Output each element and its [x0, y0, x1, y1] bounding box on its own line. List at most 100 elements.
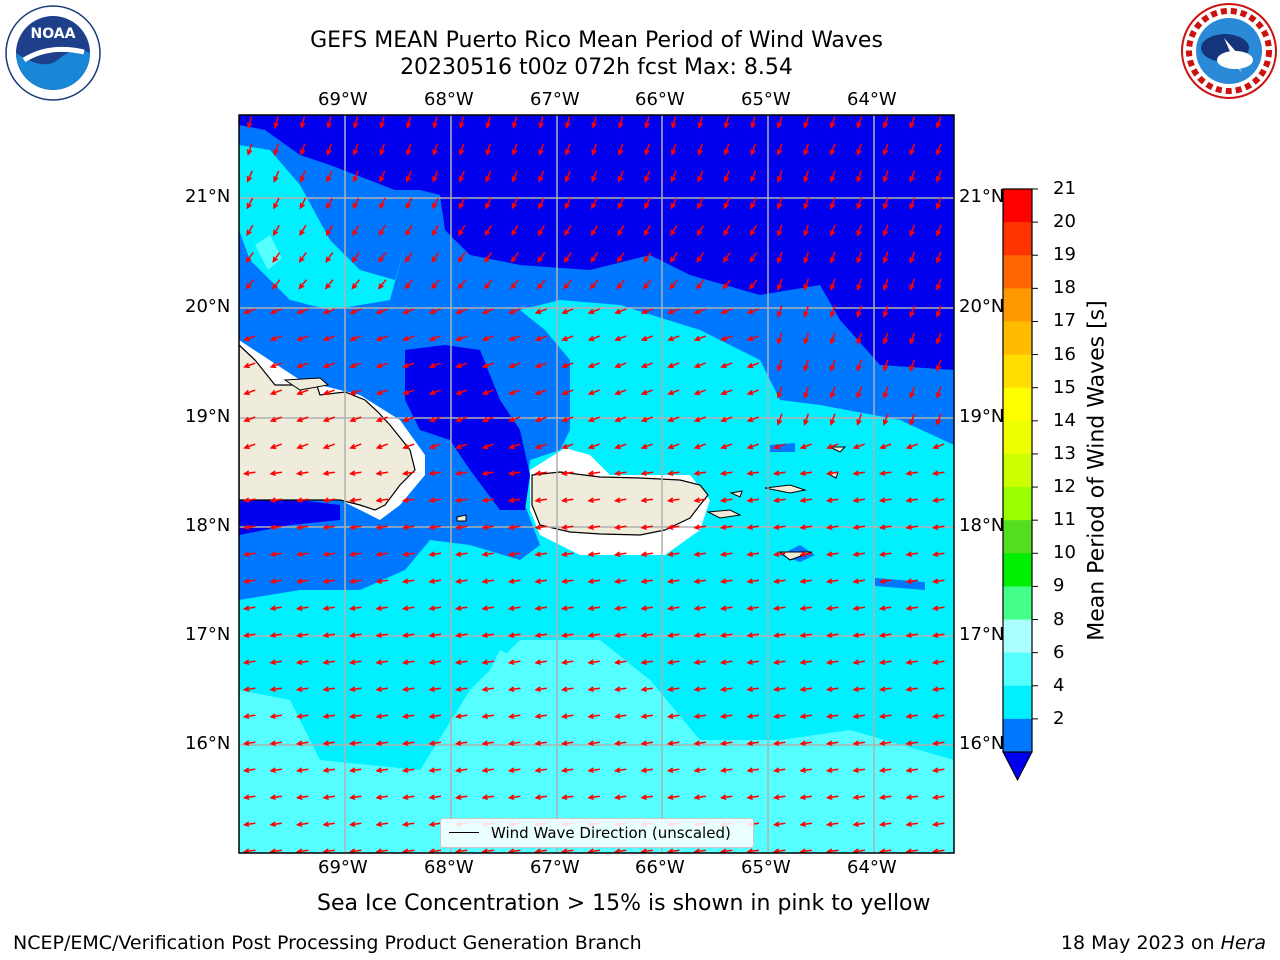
- colorbar-label: Mean Period of Wind Waves [s]: [1084, 300, 1110, 641]
- wind-arrow: [617, 197, 625, 210]
- wind-arrow: [878, 713, 892, 720]
- wind-arrow: [852, 686, 866, 693]
- wind-arrow: [587, 470, 601, 477]
- wind-arrow: [560, 524, 574, 531]
- wind-arrow: [560, 659, 574, 666]
- wind-arrow: [772, 524, 786, 531]
- wind-arrow: [269, 389, 282, 396]
- wind-arrow: [454, 524, 468, 531]
- wind-arrow: [428, 551, 442, 558]
- wind-arrow: [666, 767, 680, 774]
- wind-arrow: [507, 524, 521, 531]
- wind-arrow: [856, 116, 863, 129]
- wind-arrow: [242, 632, 256, 639]
- wind-arrow: [405, 143, 412, 156]
- wind-arrow: [511, 143, 518, 156]
- wind-arrow: [507, 767, 521, 774]
- wind-arrow: [829, 332, 836, 345]
- wind-arrow: [322, 578, 336, 585]
- wind-arrow: [481, 713, 495, 720]
- wind-arrow: [829, 359, 836, 372]
- wind-arrow: [640, 605, 654, 612]
- lat-tick-right-20: 20°N: [959, 296, 1005, 317]
- lon-tick-bottom-66: 66°W: [635, 857, 685, 878]
- wind-arrow: [746, 794, 760, 801]
- wind-arrow: [481, 659, 495, 666]
- wind-arrow: [666, 794, 680, 801]
- wind-arrow: [640, 686, 654, 693]
- wind-arrow: [693, 740, 707, 747]
- wind-arrow: [296, 335, 309, 342]
- wind-arrow: [587, 659, 601, 666]
- map-panel: [239, 115, 954, 853]
- wind-arrow: [670, 224, 678, 237]
- wind-arrow: [401, 740, 415, 747]
- wind-arrow: [640, 713, 654, 720]
- wind-arrow: [351, 279, 361, 290]
- wind-arrow: [457, 279, 467, 290]
- wind-arrow: [428, 713, 442, 720]
- wind-arrow: [825, 686, 839, 693]
- wind-arrow: [379, 143, 386, 156]
- wind-arrow: [722, 252, 731, 263]
- wind-arrow: [693, 389, 706, 396]
- wind-arrow: [614, 416, 627, 423]
- wind-arrow: [379, 197, 386, 210]
- wind-arrow: [375, 389, 388, 396]
- wind-arrow: [564, 197, 572, 210]
- wind-arrow: [481, 335, 494, 342]
- wind-arrow: [882, 359, 889, 372]
- wind-arrow: [375, 767, 389, 774]
- colorbar-segment: [1003, 553, 1032, 587]
- wind-arrow: [799, 524, 813, 531]
- wind-arrow: [613, 470, 627, 477]
- wind-arrow: [271, 279, 281, 290]
- wind-arrow: [511, 116, 518, 129]
- wind-arrow: [269, 308, 282, 315]
- wind-arrow: [587, 740, 601, 747]
- wind-arrow: [587, 578, 601, 585]
- wind-arrow: [485, 170, 492, 183]
- wind-arrow: [458, 224, 466, 237]
- wind-arrow: [295, 740, 309, 747]
- wind-arrow: [561, 308, 574, 315]
- wind-arrow: [719, 659, 733, 666]
- wind-arrow: [432, 116, 438, 129]
- colorbar: [1002, 188, 1038, 782]
- wind-arrow: [666, 686, 680, 693]
- wind-arrow: [852, 605, 866, 612]
- wind-arrow: [856, 170, 863, 183]
- wind-arrow: [245, 279, 255, 290]
- wind-arrow: [322, 794, 336, 801]
- wind-arrow: [375, 335, 388, 342]
- wind-arrow: [455, 389, 468, 396]
- wind-arrow: [242, 524, 256, 531]
- colorbar-tick-label: 13: [1053, 442, 1076, 464]
- map-legend: Wind Wave Direction (unscaled): [440, 818, 754, 848]
- wind-arrow: [776, 251, 783, 264]
- wind-arrow: [667, 443, 680, 450]
- wind-arrow: [856, 251, 863, 264]
- wind-arrow: [375, 740, 389, 747]
- wind-arrow: [272, 252, 281, 263]
- wind-arrow: [352, 170, 359, 183]
- wind-arrow: [560, 686, 574, 693]
- wind-arrow: [693, 605, 707, 612]
- wind-arrow: [799, 713, 813, 720]
- wind-arrow: [296, 389, 309, 396]
- wind-arrow: [349, 335, 362, 342]
- wind-arrow: [803, 278, 810, 291]
- wind-arrow: [534, 335, 547, 342]
- wind-arrow: [511, 197, 519, 210]
- wind-arrow: [670, 170, 677, 183]
- wind-arrow: [905, 794, 919, 801]
- wind-arrow: [428, 389, 441, 396]
- wind-arrow: [693, 335, 706, 342]
- wind-arrow: [905, 578, 919, 585]
- wind-arrow: [719, 578, 733, 585]
- wind-arrow: [719, 605, 733, 612]
- wind-arrow: [322, 659, 336, 666]
- wind-arrow: [508, 362, 521, 369]
- wind-arrow: [481, 767, 495, 774]
- colorbar-segment: [1003, 387, 1032, 422]
